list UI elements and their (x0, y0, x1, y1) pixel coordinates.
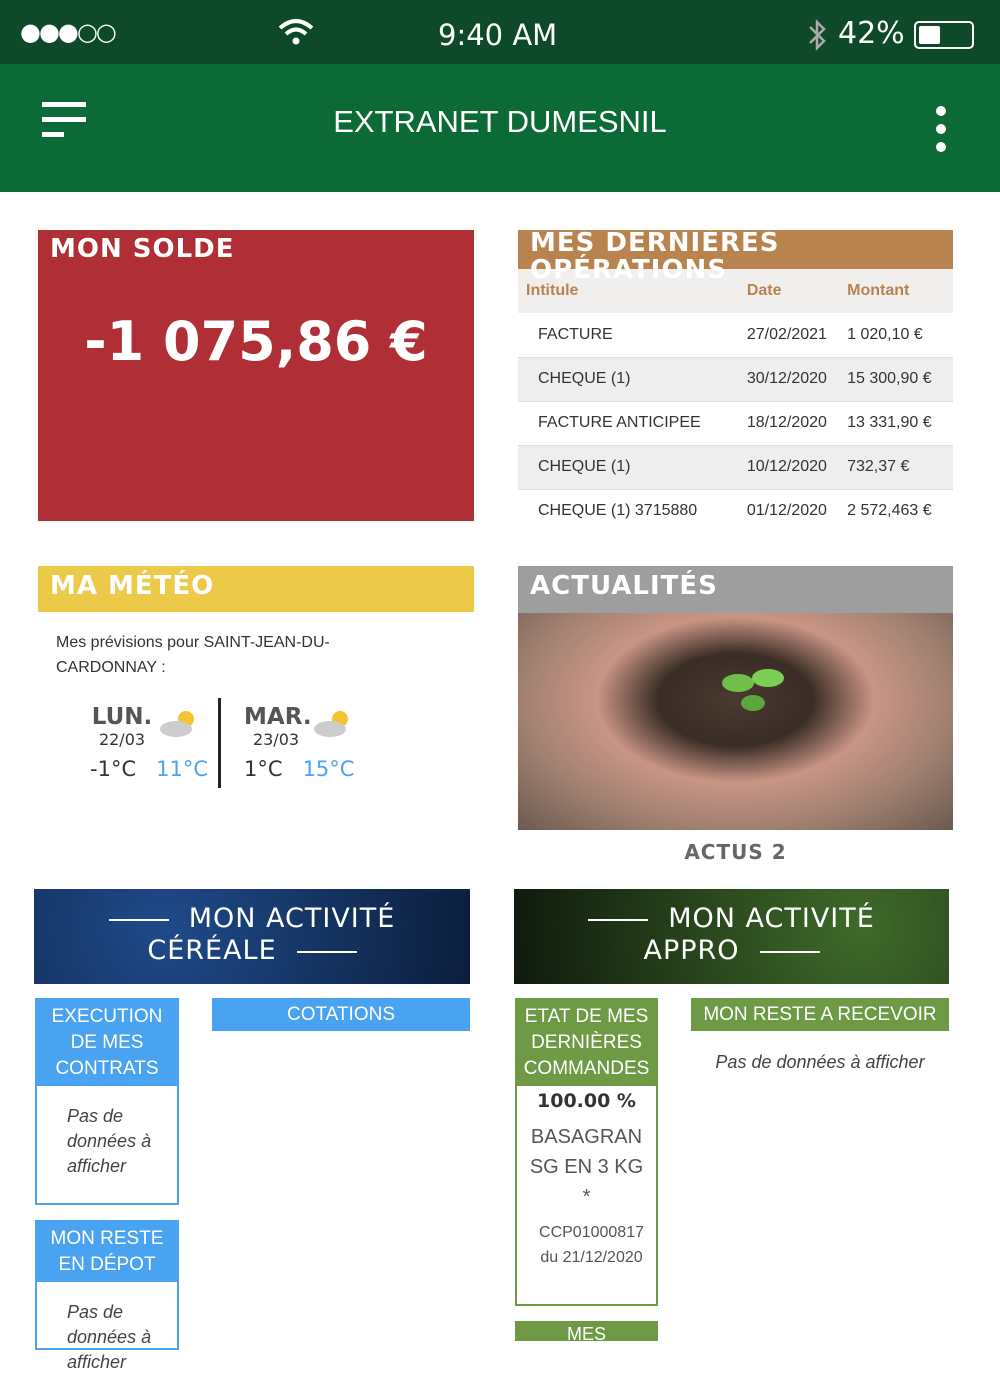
empty-message: Pas de données à afficher (67, 1106, 152, 1176)
meteo-card: MA MÉTÉO Mes prévisions pour SAINT-JEAN-… (38, 566, 474, 788)
cell: 2 572,463 € (847, 502, 932, 520)
actus-caption: ACTUS 2 (684, 840, 787, 864)
status-bar: ●●●○○ 9:40 AM 42% (0, 0, 1000, 64)
battery-icon (914, 21, 974, 49)
day-date: 23/03 (252, 730, 300, 749)
appro-banner[interactable]: MON ACTIVITÉ APPRO (514, 889, 949, 984)
banner-text: MON ACTIVITÉ (188, 903, 396, 934)
cell: FACTURE ANTICIPEE (518, 401, 747, 446)
banner-text: MON ACTIVITÉ (668, 903, 875, 934)
battery-percent: 42% (838, 16, 905, 51)
cell: 30/12/2020 (746, 357, 848, 402)
cell: 10/12/2020 (746, 445, 848, 490)
cell: CHEQUE (1) 3715880 (538, 502, 698, 520)
bluetooth-icon (809, 18, 826, 52)
execution-tile[interactable]: EXECUTION DE MES CONTRATS Pas de données… (35, 998, 179, 1205)
temp-min: -1°C (90, 757, 137, 781)
solde-title: MON SOLDE (50, 234, 235, 264)
col-header: Intitule (526, 282, 579, 299)
next-tile[interactable]: MES (515, 1321, 658, 1344)
col-header: Montant (847, 282, 910, 299)
day-name: LUN. (91, 704, 153, 730)
forecast-day: MAR. 23/03 1°C 15°C (244, 704, 354, 781)
empty-message: Pas de données à afficher (715, 1052, 925, 1072)
tile-title: EXECUTION DE MES CONTRATS (37, 1000, 177, 1086)
partly-cloudy-icon (160, 711, 194, 737)
operations-title: MES DERNIÈRES OPÉRATIONS (518, 230, 953, 284)
table-row[interactable]: FACTURE ANTICIPEE 18/12/2020 13 331,90 € (518, 401, 953, 446)
cell: 13 331,90 € (847, 401, 953, 446)
day-name: MAR. (244, 704, 312, 730)
day-date: 22/03 (98, 730, 146, 749)
operations-card: MES DERNIÈRES OPÉRATIONS Intitule Date Mon… (518, 230, 953, 533)
tile-title: MON RESTE EN DÉPOT (37, 1222, 177, 1282)
news-image[interactable] (518, 613, 953, 830)
divider (218, 698, 221, 788)
cell: 01/12/2020 (746, 502, 827, 520)
page-title: EXTRANET DUMESNIL (333, 104, 667, 139)
more-options-icon[interactable] (936, 106, 946, 152)
commandes-tile[interactable]: ETAT DE MES DERNIÈRES COMMANDES 100.00 %… (515, 998, 658, 1306)
recevoir-tile-title[interactable]: MON RESTE A RECEVOIR (691, 998, 949, 1031)
actus-title: ACTUALITÉS (518, 566, 953, 613)
cell: 27/02/2021 (746, 313, 848, 358)
order-reference: CCP01000817 du 21/12/2020 (539, 1224, 644, 1266)
order-product: BASAGRAN SG EN 3 KG * (529, 1126, 644, 1208)
temp-min: 1°C (244, 757, 283, 781)
cell: 18/12/2020 (746, 401, 848, 446)
clock: 9:40 AM (438, 18, 558, 52)
menu-icon[interactable] (42, 102, 88, 137)
operations-table: Intitule Date Montant FACTURE 27/02/2021 1 0… (518, 269, 953, 533)
col-header: Date (746, 282, 782, 299)
table-row[interactable]: CHEQUE (1) 10/12/2020 732,37 € (518, 445, 953, 490)
forecast-day: LUN. 22/03 -1°C 11°C (90, 704, 208, 781)
table-row[interactable]: CHEQUE (1) 30/12/2020 15 300,90 € (518, 357, 953, 402)
table-row[interactable]: FACTURE 27/02/2021 1 020,10 € (518, 313, 953, 358)
cell: 15 300,90 € (847, 357, 953, 402)
banner-text: CÉRÉALE (147, 935, 277, 966)
actus-card[interactable]: ACTUALITÉS ACTUS 2 (518, 566, 953, 864)
cell: CHEQUE (1) (518, 445, 747, 490)
banner-text: APPRO (643, 935, 740, 966)
solde-value: -1 075,86 € (84, 310, 428, 373)
temp-max: 15°C (302, 757, 355, 781)
cereale-banner[interactable]: MON ACTIVITÉ CÉRÉALE (34, 889, 470, 984)
order-percent: 100.00 % (537, 1090, 636, 1112)
wifi-icon (278, 19, 314, 45)
cell: CHEQUE (1) (518, 357, 747, 402)
app-header: EXTRANET DUMESNIL (0, 64, 1000, 192)
cell: FACTURE (518, 313, 747, 358)
tile-title: ETAT DE MES DERNIÈRES COMMANDES (517, 1000, 656, 1086)
empty-message: Pas de données à afficher (67, 1302, 152, 1372)
solde-card[interactable]: MON SOLDE -1 075,86 € (38, 230, 474, 521)
depot-tile[interactable]: MON RESTE EN DÉPOT Pas de données à affi… (35, 1220, 179, 1372)
cell: 1 020,10 € (847, 313, 953, 358)
cell: 732,37 € (847, 445, 953, 490)
partly-cloudy-icon (314, 711, 348, 737)
meteo-title: MA MÉTÉO (38, 566, 474, 612)
temp-max: 11°C (156, 757, 209, 781)
cotations-button[interactable]: COTATIONS (212, 998, 470, 1031)
table-row[interactable]: CHEQUE (1) 3715880 01/12/2020 2 572,463 € (518, 489, 953, 533)
meteo-intro: Mes prévisions pour SAINT-JEAN-DU-CARDON… (56, 634, 330, 676)
signal-icon: ●●●○○ (20, 18, 117, 46)
